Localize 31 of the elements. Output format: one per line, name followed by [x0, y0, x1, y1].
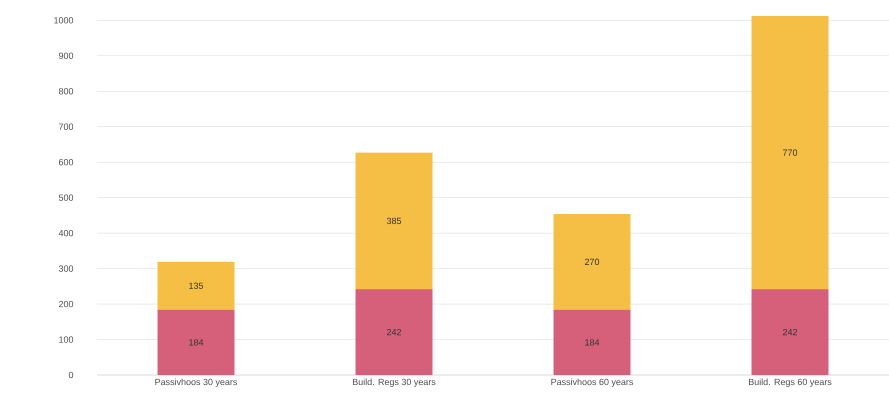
data-label: 242: [386, 328, 402, 336]
data-label: 242: [782, 328, 798, 336]
y-tick-label: 700: [58, 124, 74, 130]
x-tick-label: Passivhoos 30 years: [155, 378, 238, 387]
bar: [752, 289, 829, 375]
y-tick-label: 500: [58, 194, 74, 201]
bar: [356, 152, 433, 290]
data-label: 184: [585, 339, 600, 346]
y-tick-label: 800: [58, 88, 74, 94]
bar: [356, 289, 433, 375]
y-tick-label: 1000: [54, 17, 74, 24]
x-tick-label: Build. Regs 30 years: [352, 378, 436, 387]
data-label: 385: [386, 218, 402, 224]
y-tick-label: 300: [58, 265, 74, 272]
bar: [158, 310, 235, 375]
bar: [554, 214, 631, 310]
data-label: 770: [782, 149, 798, 156]
bar: [554, 310, 631, 375]
data-label: 184: [189, 339, 204, 346]
x-tick-label: Build. Regs 60 years: [748, 378, 832, 387]
y-tick-label: 600: [58, 159, 74, 166]
bar: [158, 262, 235, 310]
y-tick-label: 0: [68, 372, 74, 378]
data-label: 270: [584, 258, 600, 266]
y-tick-label: 100: [59, 336, 74, 343]
bar: [752, 16, 829, 290]
y-tick-label: 200: [58, 300, 74, 308]
x-tick-label: Passivhoos 60 years: [551, 378, 634, 387]
y-tick-label: 400: [58, 230, 74, 236]
y-tick-label: 900: [58, 52, 74, 59]
data-label: 135: [189, 282, 204, 289]
